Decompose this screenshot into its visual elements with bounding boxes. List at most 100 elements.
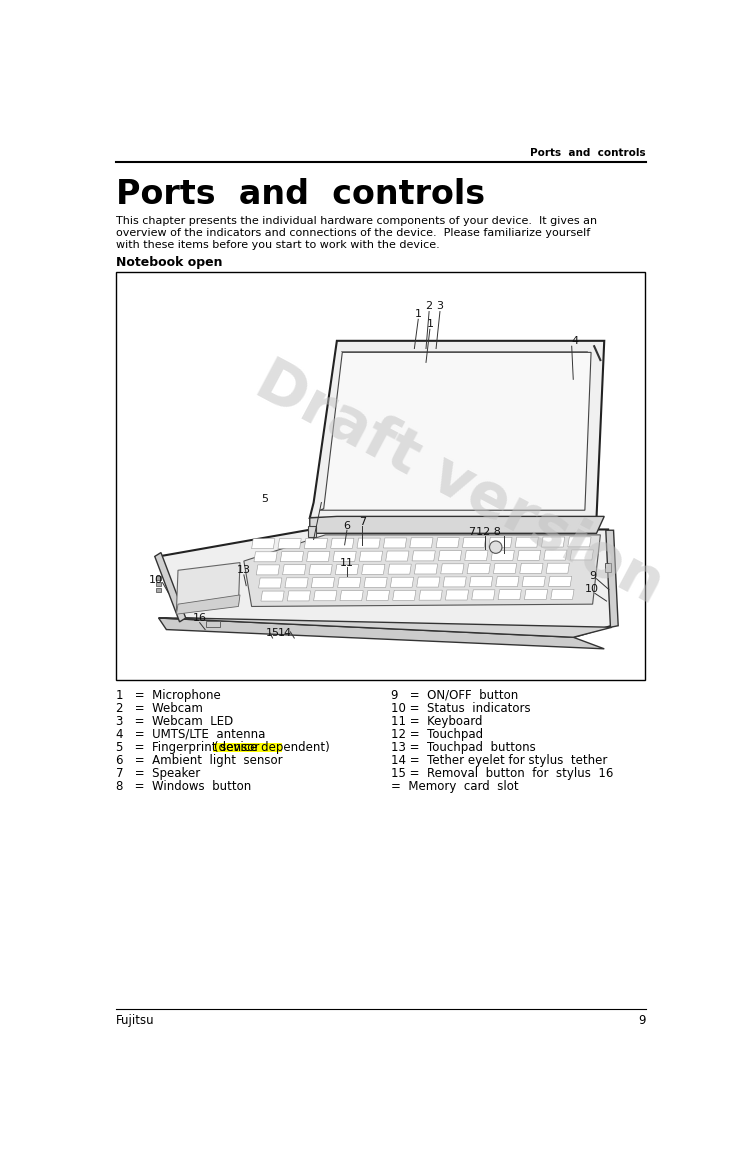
Polygon shape (357, 538, 381, 548)
Text: 3: 3 (436, 301, 444, 311)
Polygon shape (439, 551, 462, 561)
Bar (157, 576, 161, 580)
Polygon shape (155, 553, 186, 622)
Text: 11: 11 (340, 557, 354, 568)
Text: 9: 9 (639, 1014, 646, 1027)
Polygon shape (384, 538, 407, 548)
Text: 9   =  ON/OFF  button: 9 = ON/OFF button (391, 688, 519, 701)
Bar (116, 271, 645, 679)
Text: 14 =  Tether eyelet for stylus  tether: 14 = Tether eyelet for stylus tether (391, 755, 608, 767)
Polygon shape (472, 590, 495, 600)
Polygon shape (517, 551, 541, 560)
Polygon shape (464, 551, 488, 561)
Polygon shape (261, 591, 284, 602)
Polygon shape (306, 552, 330, 561)
Polygon shape (359, 552, 383, 561)
Text: 5   =  Fingerprint sensor: 5 = Fingerprint sensor (116, 741, 263, 753)
Polygon shape (252, 539, 275, 548)
Bar (157, 588, 161, 592)
Bar (213, 743, 282, 752)
Text: 1   =  Microphone: 1 = Microphone (116, 688, 221, 701)
Polygon shape (436, 538, 459, 548)
Polygon shape (256, 564, 280, 575)
Polygon shape (498, 590, 522, 599)
Polygon shape (414, 564, 438, 574)
Polygon shape (542, 537, 565, 547)
Polygon shape (386, 551, 409, 561)
Polygon shape (367, 590, 390, 600)
Polygon shape (443, 577, 466, 586)
Text: Draft version: Draft version (246, 351, 674, 617)
Polygon shape (338, 577, 361, 588)
Text: 6: 6 (344, 520, 350, 531)
Polygon shape (364, 577, 387, 588)
Text: 7: 7 (359, 517, 366, 527)
Polygon shape (314, 591, 337, 600)
Polygon shape (546, 563, 569, 574)
Polygon shape (159, 530, 612, 637)
Polygon shape (445, 590, 469, 600)
Text: Notebook open: Notebook open (116, 256, 223, 269)
Polygon shape (419, 590, 442, 600)
Bar (308, 526, 316, 537)
Polygon shape (278, 539, 301, 548)
Polygon shape (304, 539, 327, 548)
Polygon shape (520, 563, 543, 574)
Polygon shape (570, 551, 594, 560)
Circle shape (490, 541, 502, 553)
Text: 9: 9 (588, 570, 596, 581)
Polygon shape (254, 552, 278, 562)
Text: 8   =  Windows  button: 8 = Windows button (116, 780, 252, 793)
Text: overview of the indicators and connections of the device.  Please familiarize yo: overview of the indicators and connectio… (116, 228, 590, 238)
Polygon shape (470, 577, 493, 586)
Polygon shape (159, 618, 612, 637)
Text: 14: 14 (278, 628, 292, 639)
Polygon shape (417, 577, 440, 588)
Text: 4: 4 (571, 336, 579, 345)
Polygon shape (312, 577, 335, 588)
Bar (157, 582, 161, 585)
Polygon shape (548, 576, 571, 586)
Polygon shape (605, 530, 618, 627)
Text: 1: 1 (415, 308, 421, 319)
Polygon shape (244, 534, 600, 606)
Polygon shape (285, 578, 308, 588)
Polygon shape (331, 538, 354, 548)
Polygon shape (287, 591, 310, 600)
Polygon shape (333, 552, 356, 561)
Text: 10: 10 (148, 575, 162, 584)
Polygon shape (340, 591, 364, 600)
Text: =  Memory  card  slot: = Memory card slot (391, 780, 519, 793)
Text: (device dependent): (device dependent) (214, 741, 329, 753)
Polygon shape (361, 564, 385, 574)
Polygon shape (309, 517, 604, 533)
Text: 2   =  Webcam: 2 = Webcam (116, 701, 203, 715)
Polygon shape (462, 538, 486, 547)
Polygon shape (177, 562, 240, 611)
Bar (206, 621, 220, 627)
Polygon shape (525, 590, 548, 599)
Polygon shape (309, 341, 604, 518)
Text: 2: 2 (426, 301, 433, 311)
Polygon shape (309, 564, 332, 575)
Polygon shape (393, 590, 416, 600)
Text: 4   =  UMTS/LTE  antenna: 4 = UMTS/LTE antenna (116, 728, 266, 741)
Text: This chapter presents the individual hardware components of your device.  It giv: This chapter presents the individual har… (116, 217, 597, 226)
Polygon shape (493, 563, 516, 574)
Text: Ports  and  controls: Ports and controls (531, 148, 646, 158)
Polygon shape (335, 564, 358, 575)
Polygon shape (412, 551, 436, 561)
Polygon shape (390, 577, 413, 588)
Text: 12 =  Touchpad: 12 = Touchpad (391, 728, 483, 741)
Polygon shape (283, 564, 306, 575)
Polygon shape (280, 552, 303, 562)
Text: 16: 16 (193, 613, 207, 624)
Text: 3   =  Webcam  LED: 3 = Webcam LED (116, 715, 233, 728)
Text: 11 =  Keyboard: 11 = Keyboard (391, 715, 482, 728)
Text: 7   =  Speaker: 7 = Speaker (116, 767, 200, 780)
Text: 10 =  Status  indicators: 10 = Status indicators (391, 701, 531, 715)
Polygon shape (259, 578, 282, 588)
Polygon shape (410, 538, 433, 548)
Text: 6   =  Ambient  light  sensor: 6 = Ambient light sensor (116, 755, 283, 767)
Text: 15 =  Removal  button  for  stylus  16: 15 = Removal button for stylus 16 (391, 767, 614, 780)
